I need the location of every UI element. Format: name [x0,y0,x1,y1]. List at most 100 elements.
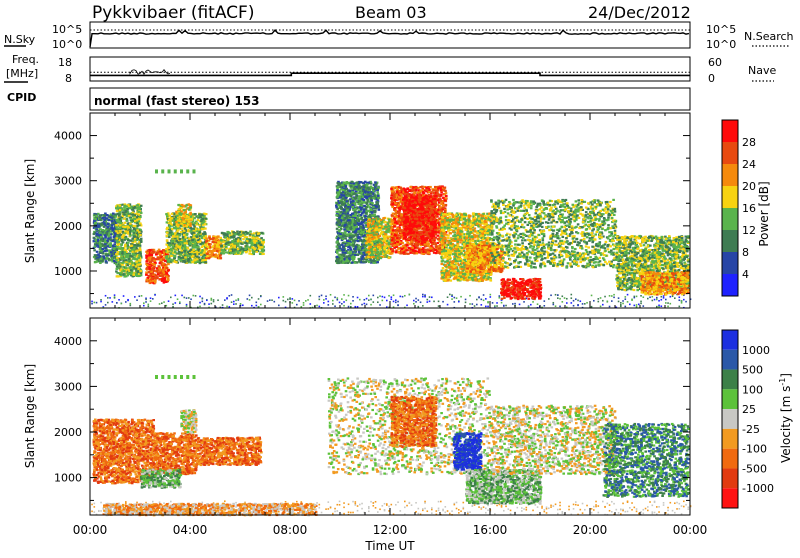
ground-scatter-pixel [622,303,624,305]
echo-pixel [120,268,123,270]
echo-pixel [177,241,180,243]
echo-pixel [182,215,185,217]
echo-pixel [140,272,143,274]
echo-pixel [153,260,156,262]
ground-scatter-pixel [100,299,102,301]
ground-scatter-pixel [553,304,555,306]
echo-pixel [346,209,349,211]
echo-pixel [202,216,205,218]
ground-scatter-pixel [638,304,640,306]
echo-pixel [128,229,131,231]
echo-pixel [342,252,345,254]
echo-pixel [350,238,353,240]
echo-pixel [99,232,102,234]
echo-pixel [362,255,365,257]
echo-pixel [262,253,265,255]
echo-pixel [180,259,183,261]
echo-pixel [154,281,157,283]
echo-pixel [370,199,373,201]
ground-scatter-pixel [141,295,143,297]
ground-scatter-pixel [393,294,395,296]
echo-pixel [137,211,140,213]
echo-pixel [103,226,106,228]
ground-scatter-pixel [377,297,379,299]
echo-pixel [164,260,167,262]
ground-scatter-pixel [391,296,393,298]
echo-pixel [149,280,152,282]
ground-scatter-pixel [348,306,350,308]
echo-pixel [94,245,97,247]
echo-pixel [116,227,119,229]
echo-pixel [160,259,163,261]
echo-pixel [364,195,367,197]
echo-pixel [119,209,122,211]
ground-scatter-pixel [159,303,161,305]
ground-scatter-pixel [274,301,276,303]
echo-pixel [174,232,177,234]
echo-pixel [222,232,225,234]
ground-scatter-pixel [485,298,487,300]
echo-pixel [227,244,230,246]
ground-scatter-pixel [319,306,321,308]
ground-scatter-pixel [366,298,368,300]
echo-pixel [112,240,115,242]
echo-pixel [99,241,102,243]
ground-scatter-pixel [620,302,622,304]
ground-scatter-pixel [143,302,145,304]
ground-scatter-pixel [370,304,372,306]
nsky-right-tick-bottom: 10^0 [706,38,736,51]
echo-pixel [130,225,133,227]
ground-scatter-pixel [217,299,219,301]
echo-pixel [112,229,115,231]
ground-scatter-pixel [332,303,334,305]
ground-scatter-pixel [499,295,501,297]
ground-scatter-pixel [233,303,235,305]
echo-pixel [129,250,132,252]
echo-pixel [360,232,363,234]
echo-pixel [129,263,132,265]
ground-scatter-pixel [321,295,323,297]
echo-pixel [125,267,128,269]
echo-pixel [340,258,343,260]
ground-scatter-pixel [481,304,483,306]
echo-pixel [95,215,98,217]
echo-pixel [252,234,255,236]
ground-scatter-pixel [631,299,633,301]
echo-pixel [133,218,136,220]
ground-scatter-pixel [339,302,341,304]
ground-scatter-pixel [685,301,687,303]
echo-pixel [197,241,200,243]
echo-pixel [167,278,170,280]
ground-scatter-pixel [427,299,429,301]
echo-pixel [249,239,252,241]
echo-pixel [202,259,205,261]
ground-scatter-pixel [422,305,424,307]
echo-pixel [344,211,347,213]
echo-pixel [179,212,182,214]
echo-pixel [192,241,195,243]
echo-pixel [259,253,262,255]
echo-pixel [140,205,143,207]
echo-pixel [349,251,352,253]
freq-left-tick-bottom: 8 [65,72,72,85]
ground-scatter-pixel [343,294,345,296]
echo-pixel [338,230,341,232]
ground-scatter-pixel [490,294,492,296]
echo-pixel [123,218,126,220]
ground-scatter-pixel [222,304,224,306]
echo-pixel [183,221,186,223]
echo-pixel [93,249,96,251]
echo-pixel [245,247,248,249]
echo-pixel [375,188,378,190]
ground-scatter-pixel [652,296,654,298]
echo-pixel [361,258,364,260]
echo-pixel [146,252,149,254]
echo-pixel [355,230,358,232]
echo-pixel [115,259,118,261]
ground-scatter-pixel [449,294,451,296]
ground-scatter-pixel [618,297,620,299]
echo-pixel [339,249,342,251]
echo-pixel [146,264,149,266]
echo-pixel [200,254,203,256]
ground-scatter-pixel [235,299,237,301]
